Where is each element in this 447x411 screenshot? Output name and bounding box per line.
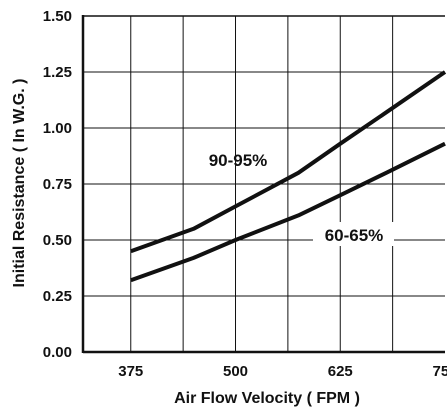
tick-labels: 0.00 0.25 0.50 0.75 1.00 1.25 1.50 375 500 625 750	[43, 8, 447, 380]
x-tick-label: 375	[118, 363, 143, 380]
y-tick-label: 0.25	[43, 288, 72, 305]
y-tick-label: 1.00	[43, 120, 72, 137]
y-tick-label: 0.75	[43, 176, 72, 193]
series-line-60-65	[130, 141, 446, 283]
y-tick-label: 0.00	[43, 344, 72, 361]
plot-frame	[81, 15, 445, 354]
grid-lines	[83, 16, 445, 352]
x-tick-label: 750	[432, 363, 447, 380]
y-tick-label: 0.50	[43, 232, 72, 249]
x-axis-title: Air Flow Velocity ( FPM )	[174, 390, 360, 407]
x-tick-label: 625	[328, 363, 353, 380]
series-lines	[130, 70, 447, 283]
series-label-60-65-knockout	[313, 222, 394, 246]
series-label-60-65: 60-65%	[325, 226, 384, 245]
y-tick-label: 1.50	[43, 8, 72, 25]
series-label-90-95: 90-95%	[209, 151, 268, 170]
x-tick-label: 500	[223, 363, 248, 380]
y-axis-title: Initial Resistance ( In W.G. )	[11, 79, 28, 288]
y-tick-label: 1.25	[43, 64, 72, 81]
series-line-90-95	[130, 70, 447, 254]
